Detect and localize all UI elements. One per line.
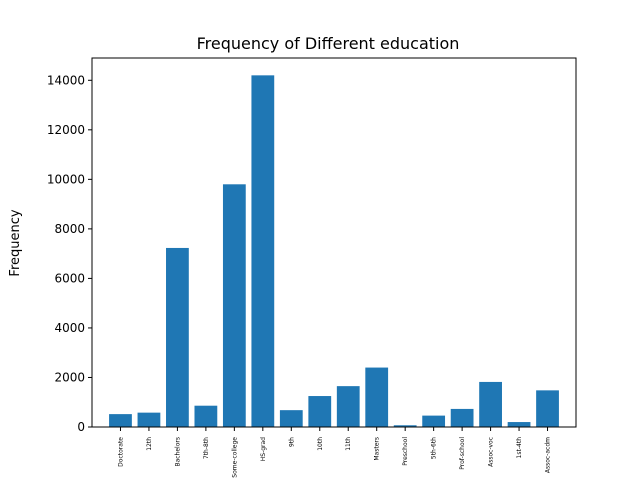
bar-1st-4th [507, 422, 531, 427]
bar-5th-6th [422, 415, 446, 427]
x-tick-label: Preschool [402, 437, 409, 466]
y-tick-label: 6000 [54, 271, 85, 285]
x-tick-label: Assoc-voc [488, 437, 495, 467]
bar-12th [137, 412, 161, 427]
x-tick-label: 12th [146, 437, 153, 451]
y-tick-label: 12000 [47, 123, 85, 137]
plot-frame [91, 57, 577, 428]
x-tick-label: 5th-6th [431, 437, 438, 459]
y-tick-label: 0 [77, 420, 85, 434]
x-tick-label: 11th [345, 437, 352, 451]
bar-preschool [393, 425, 417, 427]
x-tick-label: Bachelors [174, 437, 181, 467]
y-tick-label: 2000 [54, 370, 85, 384]
bar-7th-8th [194, 405, 218, 427]
x-tick-label: 9th [288, 437, 295, 447]
bar-masters [365, 367, 389, 427]
chart-title: Frequency of Different education [197, 34, 460, 53]
bar-assoc-voc [479, 381, 502, 427]
bar-prof-school [450, 408, 474, 427]
y-axis: 0 2000 4000 6000 8000 10000 12000 14000 [47, 73, 92, 434]
x-tick-label: Masters [374, 437, 381, 461]
bar-11th [336, 386, 360, 427]
y-tick-label: 14000 [47, 73, 85, 87]
x-tick-label: 10th [317, 437, 324, 451]
x-tick-label: Doctorate [117, 437, 124, 467]
x-tick-label: Assoc-acdm [545, 437, 552, 473]
x-tick-label: 7th-8th [203, 437, 210, 459]
y-tick-label: 10000 [47, 172, 85, 186]
x-tick-label: HS-grad [260, 437, 267, 461]
bar-some-college [222, 184, 246, 427]
bar-doctorate [109, 414, 132, 427]
x-tick-label: Prof-school [459, 437, 466, 470]
bar-bachelors [166, 247, 189, 427]
bar-10th [308, 396, 332, 427]
bar-hs-grad [251, 75, 275, 427]
bar-9th [279, 410, 303, 427]
y-tick-label: 8000 [54, 222, 85, 236]
x-tick-label: Some-college [231, 437, 238, 478]
y-axis-label: Frequency [8, 209, 23, 276]
bars [109, 75, 559, 427]
x-axis: Doctorate 12th Bachelors 7th-8th Some-colleg… [117, 427, 552, 478]
y-tick-label: 4000 [54, 321, 85, 335]
x-tick-label: 1st-4th [516, 437, 523, 459]
bar-assoc-acdm [536, 390, 559, 427]
